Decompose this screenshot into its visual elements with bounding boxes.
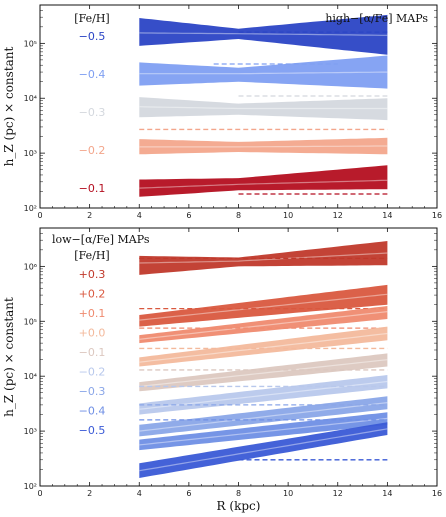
- series-band: [139, 284, 388, 327]
- y-tick-label: 10⁵: [24, 317, 37, 326]
- series-3: +0.0: [79, 327, 388, 367]
- y-tick-label: 10²: [24, 482, 37, 491]
- series-median-line: [139, 311, 388, 340]
- panel-annotation: high−[α/Fe] MAPs: [325, 12, 428, 25]
- y-tick-label: 10³: [24, 149, 37, 158]
- series-label: −0.5: [79, 30, 106, 43]
- series-band: [139, 137, 388, 155]
- x-tick-label: 14: [382, 211, 392, 220]
- x-tick-label: 6: [186, 489, 191, 498]
- series-band: [139, 165, 388, 197]
- legend-title: [Fe/H]: [74, 249, 109, 262]
- x-tick-label: 8: [236, 211, 241, 220]
- series-2: −0.3: [79, 95, 388, 121]
- series-band: [139, 306, 388, 344]
- series-2: +0.1: [79, 306, 388, 344]
- x-tick-label: 10: [283, 211, 293, 220]
- series-median-line: [139, 417, 388, 446]
- x-tick-label: 0: [37, 489, 42, 498]
- series-median-line: [139, 359, 388, 388]
- series-median-line: [139, 179, 388, 189]
- series-8: −0.5: [79, 422, 388, 478]
- series-median-line: [139, 402, 388, 432]
- series-band: [139, 326, 388, 367]
- series-label: +0.1: [79, 307, 106, 320]
- series-0: −0.5: [79, 14, 388, 55]
- panel-high-alpha: −0.5 −0.4 −0.3 −0.2 −0.1 0 2 4 6 8 10 12 14 16 10² 10³ 1…: [2, 4, 442, 220]
- series-label: −0.2: [79, 144, 106, 157]
- y-tick-label: 10⁴: [24, 94, 37, 103]
- series-median-line: [139, 106, 388, 110]
- x-tick-label: 12: [333, 489, 343, 498]
- series-6: −0.3: [79, 385, 388, 437]
- y-tick-label: 10⁶: [24, 262, 37, 271]
- x-tick-label: 2: [87, 489, 92, 498]
- series-0: +0.3: [79, 241, 388, 281]
- y-axis-label: h_Z (pc) × constant: [2, 297, 16, 417]
- x-tick-label: 10: [283, 489, 293, 498]
- series-3: −0.2: [79, 128, 388, 157]
- y-tick-label: 10⁵: [24, 39, 37, 48]
- x-tick-label: 16: [432, 211, 442, 220]
- series-median-line: [139, 32, 388, 36]
- x-tick-label: 8: [236, 489, 241, 498]
- series-1: +0.2: [79, 284, 388, 327]
- series-label: −0.1: [79, 182, 106, 195]
- series-label: +0.0: [79, 327, 106, 340]
- y-tick-label: 10²: [24, 204, 37, 213]
- series-band: [139, 14, 388, 55]
- series-band: [139, 353, 388, 392]
- series-7: −0.4: [79, 405, 388, 451]
- series-median-line: [139, 293, 388, 321]
- series-band: [139, 55, 388, 89]
- series-4: −0.1: [79, 165, 388, 197]
- series-median-line: [139, 428, 388, 472]
- y-tick-label: 10³: [24, 427, 37, 436]
- series-label: +0.3: [79, 268, 106, 281]
- series-median-line: [139, 145, 388, 148]
- series-median-line: [139, 71, 388, 75]
- x-tick-label: 4: [137, 211, 142, 220]
- series-label: −0.3: [79, 385, 106, 398]
- x-tick-label: 6: [186, 211, 191, 220]
- series-label: −0.4: [79, 405, 106, 418]
- series-label: +0.2: [79, 288, 106, 301]
- legend-title: [Fe/H]: [74, 12, 109, 25]
- y-tick-label: 10⁴: [24, 372, 37, 381]
- x-tick-label: 16: [432, 489, 442, 498]
- series-1: −0.4: [79, 55, 388, 89]
- x-tick-label: 12: [333, 211, 343, 220]
- x-tick-label: 0: [37, 211, 42, 220]
- x-tick-label: 2: [87, 211, 92, 220]
- series-label: −0.5: [79, 424, 106, 437]
- x-tick-label: 14: [382, 489, 392, 498]
- series-label: −0.3: [79, 106, 106, 119]
- y-axis-label: h_Z (pc) × constant: [2, 46, 16, 166]
- x-tick-label: 4: [137, 489, 142, 498]
- panel-annotation: low−[α/Fe] MAPs: [52, 233, 150, 246]
- series-4: −0.1: [79, 346, 388, 392]
- panel-low-alpha: +0.3 +0.2 +0.1 +0.0 −0.1 −0.2 −0.3 −0.4 −0.5 0 2 4 6…: [2, 227, 442, 513]
- x-axis-label: R (kpc): [217, 499, 261, 513]
- series-label: −0.1: [79, 346, 106, 359]
- series-label: −0.4: [79, 68, 106, 81]
- series-median-line: [139, 332, 388, 363]
- series-label: −0.2: [79, 366, 106, 379]
- series-median-line: [139, 252, 388, 264]
